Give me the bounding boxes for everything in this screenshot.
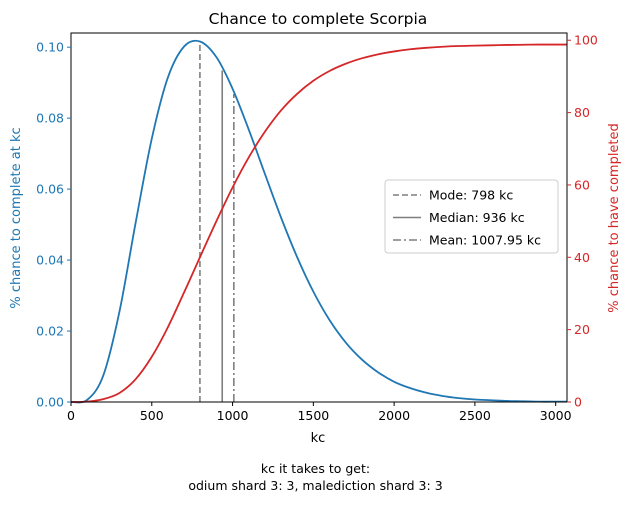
legend-entry-label: Mean: 1007.95 kc	[429, 233, 541, 248]
legend-box	[384, 179, 559, 254]
x-tick-label: 500	[140, 408, 164, 423]
y-right-tick-label: 20	[574, 322, 590, 337]
y-axis-label-right: % chance to have completed	[607, 123, 622, 313]
x-tick-label: 1000	[217, 408, 249, 423]
y-right-tick-label: 60	[574, 177, 590, 192]
series-line-pdf	[70, 39, 567, 404]
x-tick-label: 2500	[459, 408, 491, 423]
y-right-tick-label: 0	[574, 395, 582, 410]
y-left-tick-label: 0.06	[36, 182, 64, 197]
caption-line-1: kc it takes to get:	[260, 461, 371, 476]
y-right-tick-label: 80	[574, 105, 590, 120]
x-tick-label: 3000	[540, 408, 572, 423]
y-left-tick-label: 0.04	[36, 253, 64, 268]
plot-area: 0 500 1000 1500 2000 2500 30000.000.020.040.06…	[36, 32, 598, 423]
plot-frame	[70, 32, 568, 403]
chart-title: Chance to complete Scorpia	[209, 10, 428, 28]
y-left-tick-label: 0.10	[36, 40, 64, 55]
x-tick-label: 1500	[297, 408, 329, 423]
x-axis-label: kc	[311, 431, 326, 446]
legend: Mode: 798 kc Median: 936 kc Mean: 1007.95 …	[384, 179, 559, 254]
x-tick-label: 2000	[378, 408, 410, 423]
legend-entry-label: Median: 936 kc	[429, 210, 525, 225]
series-line-cdf	[70, 43, 567, 403]
y-axis-label-left: % chance to complete at kc	[9, 127, 24, 308]
y-left-tick-label: 0.02	[36, 324, 64, 339]
x-tick-label: 0	[67, 408, 75, 423]
legend-entry-label: Mode: 798 kc	[429, 188, 513, 203]
y-right-tick-label: 40	[574, 250, 590, 265]
y-right-tick-label: 100	[574, 33, 598, 48]
y-left-tick-label: 0.00	[36, 395, 64, 410]
y-left-tick-label: 0.08	[36, 111, 64, 126]
caption-line-2: odium shard 3: 3, malediction shard 3: 3	[188, 478, 443, 493]
